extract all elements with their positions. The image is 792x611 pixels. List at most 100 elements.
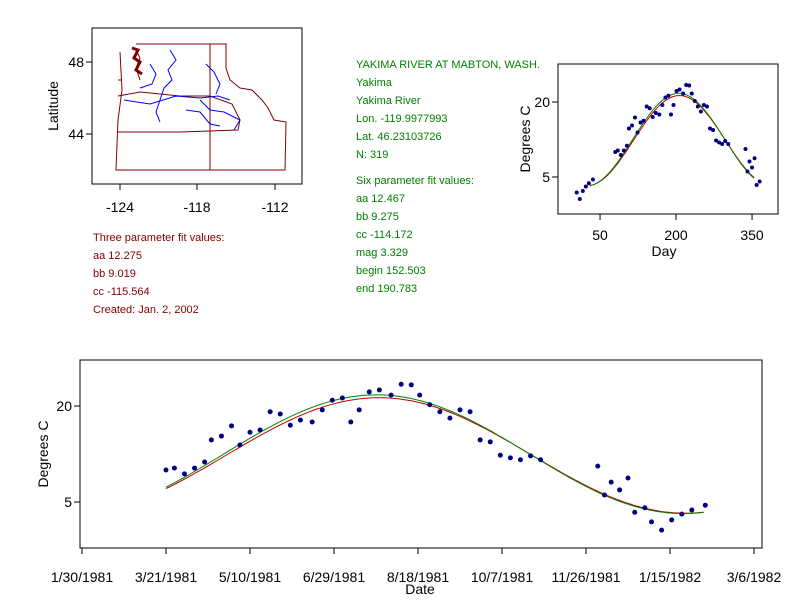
data-point <box>237 442 243 448</box>
data-point <box>507 455 513 461</box>
data-point <box>641 118 646 123</box>
data-point <box>309 419 315 425</box>
data-point <box>427 402 433 408</box>
data-point <box>366 389 372 395</box>
data-point <box>595 463 601 469</box>
data-point <box>447 415 453 421</box>
data-point <box>218 433 224 439</box>
map-y-label: Latitude <box>45 81 61 131</box>
data-point <box>586 181 591 186</box>
day-x-tick-label: 50 <box>592 227 608 243</box>
date-x-label: Date <box>405 581 435 597</box>
data-point <box>339 395 345 401</box>
data-point <box>668 112 673 117</box>
data-point <box>247 429 253 435</box>
six-param-bb: bb 9.275 <box>356 211 399 223</box>
data-point <box>417 392 423 398</box>
day-y-tick-label: 5 <box>542 169 550 185</box>
map-x-tick-label: -124 <box>106 199 134 215</box>
date-x-tick-label: 6/29/1981 <box>303 569 365 585</box>
data-point <box>752 156 757 161</box>
data-point <box>750 165 755 170</box>
station-lon: Lon. -119.9977993 <box>356 113 448 125</box>
six-param-fit-line <box>165 394 704 515</box>
data-point <box>666 93 671 98</box>
data-point <box>577 197 582 201</box>
data-point <box>757 179 762 184</box>
data-point <box>681 91 686 96</box>
rivers <box>123 49 241 131</box>
data-point <box>408 382 414 388</box>
data-point <box>181 471 187 477</box>
three-param-fit-line <box>589 94 755 186</box>
data-point <box>677 87 682 92</box>
data-point <box>674 89 679 93</box>
day-x-tick-label: 350 <box>740 227 764 243</box>
data-point <box>171 465 177 471</box>
data-point <box>583 184 588 189</box>
data-point <box>297 417 303 423</box>
data-point <box>754 183 759 187</box>
day-y-tick-label: 20 <box>534 94 550 110</box>
map-x-tick-label: -112 <box>262 199 289 215</box>
data-point <box>726 142 731 146</box>
created-date: Created: Jan. 2, 2002 <box>93 304 199 316</box>
date-x-tick-label: 1/30/1981 <box>51 569 113 585</box>
day-x-tick-label: 200 <box>664 227 688 243</box>
day-plot: 50 200 350 20 5 Day Degrees C <box>517 63 779 259</box>
data-point <box>660 103 665 107</box>
data-point <box>257 427 263 433</box>
data-point <box>348 419 354 425</box>
date-x-tick-label: 3/21/1981 <box>135 569 197 585</box>
data-point <box>574 190 579 195</box>
data-point <box>624 143 629 148</box>
date-x-tick-label: 11/26/1981 <box>551 569 620 585</box>
data-point <box>590 177 595 182</box>
six-param-mag: mag 3.329 <box>356 247 408 259</box>
data-point <box>487 439 493 445</box>
data-point <box>398 381 404 387</box>
puget-sound <box>131 46 143 76</box>
station-info: YAKIMA RIVER AT MABTON, WASH. Yakima Yak… <box>356 56 540 298</box>
map-x-tick-label: -118 <box>184 199 211 215</box>
data-point <box>663 95 668 100</box>
data-point <box>388 392 394 398</box>
date-x-tick-label: 10/7/1981 <box>471 569 533 585</box>
data-point <box>711 128 716 132</box>
six-param-heading: Six parameter fit values: <box>356 175 474 187</box>
state-borders <box>115 43 287 171</box>
station-river: Yakima River <box>356 95 421 107</box>
map-y-tick-label: 44 <box>68 126 84 142</box>
station-n: N: 319 <box>356 149 389 161</box>
six-param-begin: begin 152.503 <box>356 265 426 277</box>
data-point <box>745 169 750 174</box>
data-point <box>669 517 675 523</box>
date-x-tick-label: 5/10/1981 <box>219 569 281 585</box>
data-point <box>287 422 293 428</box>
data-point <box>747 159 752 164</box>
date-plot-frame <box>79 359 763 549</box>
date-x-tick-label: 3/6/1982 <box>727 569 782 585</box>
data-point <box>701 103 706 107</box>
three-param-aa: aa 12.275 <box>93 250 142 262</box>
data-point <box>580 189 585 193</box>
data-point <box>621 148 626 153</box>
date-x-tick-label: 1/15/1982 <box>639 569 701 585</box>
data-point <box>642 505 648 511</box>
data-point <box>615 148 620 153</box>
data-point <box>707 126 712 131</box>
data-point <box>632 509 638 515</box>
data-point <box>720 142 725 146</box>
data-point <box>684 83 689 87</box>
data-point <box>723 139 728 143</box>
data-point <box>538 457 544 463</box>
data-point <box>192 465 198 471</box>
data-point <box>626 126 631 131</box>
day-x-label: Day <box>652 243 677 259</box>
day-plot-frame <box>557 63 779 215</box>
data-point <box>638 120 643 125</box>
data-point <box>647 106 652 111</box>
data-point <box>698 109 703 114</box>
three-param-info: Three parameter fit values: aa 12.275 bb… <box>93 229 224 319</box>
